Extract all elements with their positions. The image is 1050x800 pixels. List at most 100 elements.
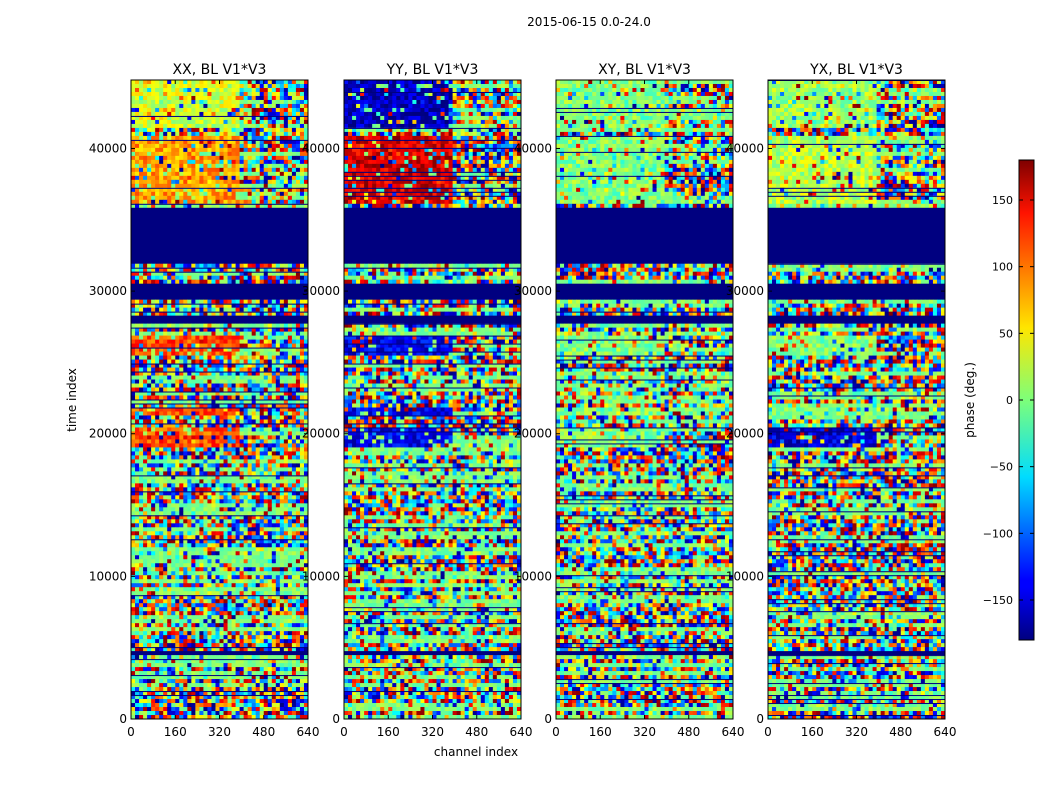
heatmap-cell [167, 132, 171, 136]
heatmap-cell [159, 164, 163, 168]
heatmap-cell [139, 196, 143, 200]
heatmap-cell [220, 168, 224, 172]
heatmap-cell [276, 104, 280, 108]
heatmap-cell [284, 88, 288, 92]
heatmap-cell [135, 172, 139, 176]
heatmap-cell [171, 120, 175, 124]
heatmap-cell [139, 128, 143, 132]
heatmap-cell [171, 136, 175, 140]
heatmap-cell [276, 196, 280, 200]
heatmap-cell [284, 192, 288, 196]
heatmap-cell [207, 124, 211, 128]
heatmap-cell [159, 136, 163, 140]
heatmap-cell [240, 112, 244, 116]
heatmap-cell [151, 156, 155, 160]
heatmap-cell [300, 120, 304, 124]
heatmap-cell [264, 112, 268, 116]
heatmap-cell [215, 136, 219, 140]
heatmap-cell [252, 172, 256, 176]
heatmap-cell [179, 172, 183, 176]
heatmap-cell [296, 184, 300, 188]
heatmap-cell [175, 168, 179, 172]
heatmap-cell [272, 92, 276, 96]
heatmap-cell [296, 196, 300, 200]
heatmap-cell [159, 124, 163, 128]
heatmap-cell [159, 176, 163, 180]
heatmap-cell [288, 192, 292, 196]
heatmap-cell [187, 84, 191, 88]
heatmap-cell [135, 184, 139, 188]
heatmap-cell [300, 100, 304, 104]
heatmap-cell [131, 160, 135, 164]
heatmap-cell [244, 136, 248, 140]
heatmap-cell [296, 128, 300, 132]
heatmap-cell [147, 184, 151, 188]
heatmap-cell [199, 108, 203, 112]
heatmap-cell [195, 176, 199, 180]
heatmap-cell [244, 144, 248, 148]
heatmap-cell [220, 176, 224, 180]
heatmap-cell [207, 148, 211, 152]
heatmap-cell [143, 176, 147, 180]
heatmap-cell [236, 200, 240, 204]
heatmap-cell [240, 84, 244, 88]
heatmap-cell [139, 108, 143, 112]
heatmap-cell [135, 112, 139, 116]
heatmap-cell [252, 88, 256, 92]
heatmap-cell [159, 156, 163, 160]
heatmap-cell [272, 164, 276, 168]
heatmap-cell [264, 156, 268, 160]
heatmap-cell [244, 172, 248, 176]
heatmap-cell [248, 104, 252, 108]
heatmap-cell [183, 132, 187, 136]
heatmap-cell [260, 148, 264, 152]
heatmap-cell [248, 172, 252, 176]
heatmap-cell [232, 120, 236, 124]
heatmap-cell [276, 108, 280, 112]
heatmap-cell [215, 128, 219, 132]
heatmap-cell [240, 136, 244, 140]
heatmap-cell [187, 148, 191, 152]
heatmap-cell [232, 100, 236, 104]
heatmap-cell [183, 100, 187, 104]
heatmap-cell [199, 196, 203, 200]
heatmap-cell [151, 128, 155, 132]
heatmap-cell [131, 136, 135, 140]
heatmap-cell [131, 120, 135, 124]
heatmap-cell [264, 196, 268, 200]
heatmap-cell [183, 152, 187, 156]
heatmap-cell [248, 136, 252, 140]
heatmap-cell [191, 100, 195, 104]
heatmap-cell [155, 88, 159, 92]
heatmap-cell [191, 104, 195, 108]
heatmap-cell [147, 148, 151, 152]
heatmap-cell [147, 88, 151, 92]
heatmap-cell [171, 104, 175, 108]
heatmap-cell [211, 92, 215, 96]
heatmap-cell [179, 88, 183, 92]
heatmap-cell [131, 104, 135, 108]
heatmap-cell [220, 124, 224, 128]
heatmap-cell [163, 100, 167, 104]
heatmap-cell [280, 128, 284, 132]
heatmap-cell [215, 144, 219, 148]
heatmap-cell [199, 136, 203, 140]
heatmap-cell [131, 96, 135, 100]
heatmap-cell [143, 96, 147, 100]
heatmap-cell [187, 164, 191, 168]
heatmap-cell [135, 128, 139, 132]
heatmap-cell [288, 156, 292, 160]
heatmap-cell [236, 156, 240, 160]
heatmap-cell [292, 88, 296, 92]
heatmap-cell [135, 132, 139, 136]
heatmap-cell [300, 124, 304, 128]
heatmap-cell [179, 200, 183, 204]
heatmap-cell [207, 92, 211, 96]
heatmap-cell [159, 80, 163, 84]
heatmap-cell [300, 196, 304, 200]
heatmap-cell [288, 160, 292, 164]
heatmap-cell [300, 112, 304, 116]
heatmap-cell [260, 112, 264, 116]
heatmap-cell [276, 124, 280, 128]
heatmap-cell [143, 152, 147, 156]
